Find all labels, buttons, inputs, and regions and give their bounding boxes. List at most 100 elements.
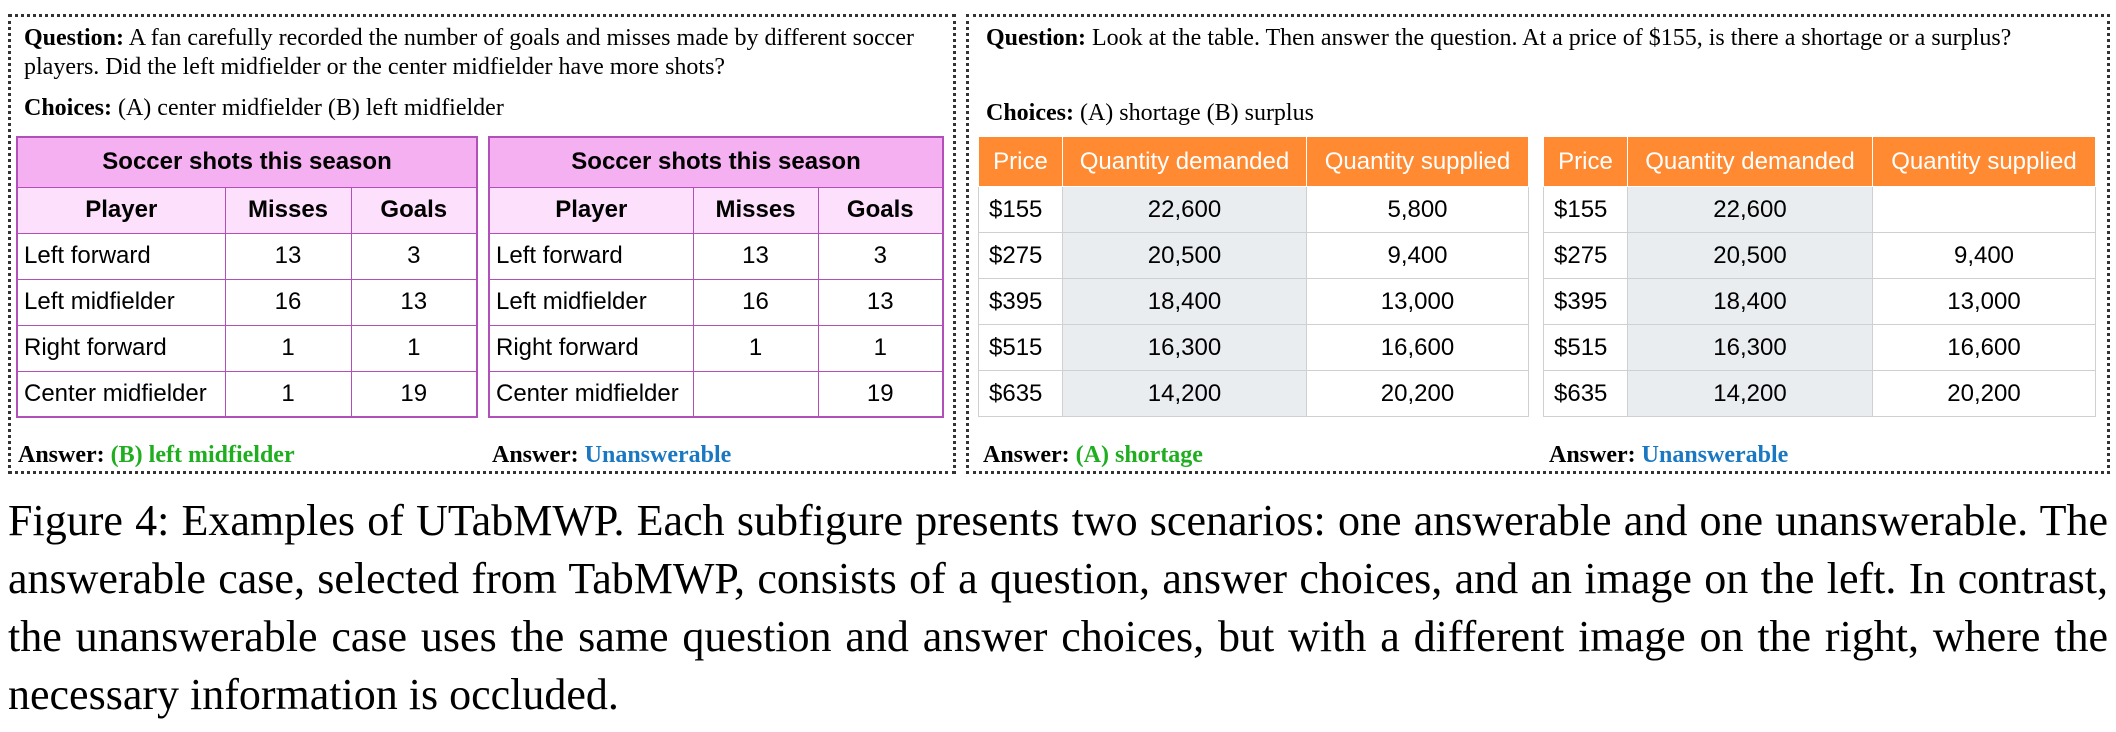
- demanded-cell: 18,400: [1062, 278, 1307, 325]
- demanded-cell: 14,200: [1627, 370, 1873, 417]
- supplied-cell: 9,400: [1872, 232, 2096, 279]
- player-cell: Right forward: [488, 324, 694, 372]
- table-row: $515 16,300 16,600: [978, 324, 1529, 371]
- col-header-price: Price: [1543, 136, 1628, 187]
- occluded-cell: [692, 370, 819, 418]
- table-row: $275 20,500 9,400: [978, 232, 1529, 279]
- demanded-cell: 20,500: [1062, 232, 1307, 279]
- col-header-misses: Misses: [692, 186, 819, 234]
- price-cell: $635: [1543, 370, 1628, 417]
- table-row: $275 20,500 9,400: [1543, 232, 2096, 279]
- left-choices: Choices: (A) center midfielder (B) left …: [24, 95, 504, 121]
- supplied-cell: 16,600: [1306, 324, 1529, 371]
- goals-cell: 19: [817, 370, 944, 418]
- right-example-panel: [966, 14, 2110, 474]
- supplied-cell: 13,000: [1306, 278, 1529, 325]
- col-header-supplied: Quantity supplied: [1306, 136, 1529, 187]
- demanded-cell: 16,300: [1062, 324, 1307, 371]
- left-example-panel: [8, 14, 956, 474]
- price-cell: $155: [978, 186, 1063, 233]
- table-row: $515 16,300 16,600: [1543, 324, 2096, 371]
- right-question: Question: Look at the table. Then answer…: [986, 25, 2012, 51]
- left-answer-answerable: Answer: (B) left midfielder: [18, 442, 295, 468]
- right-answer-unanswerable: Answer: Unanswerable: [1549, 442, 1789, 468]
- table-title: Soccer shots this season: [488, 136, 944, 188]
- left-question: Question: A fan carefully recorded the n…: [24, 25, 914, 80]
- goals-cell: 13: [350, 278, 478, 326]
- price-cell: $515: [978, 324, 1063, 371]
- supplied-cell: 16,600: [1872, 324, 2096, 371]
- table-row: Left forward 13 3: [16, 232, 478, 280]
- demanded-cell: 14,200: [1062, 370, 1307, 417]
- player-cell: Left forward: [488, 232, 694, 280]
- soccer-table-answerable: Soccer shots this season Player Misses G…: [16, 136, 479, 418]
- price-table-answerable: Price Quantity demanded Quantity supplie…: [978, 136, 1529, 417]
- demanded-cell: 20,500: [1627, 232, 1873, 279]
- demanded-cell: 22,600: [1062, 186, 1307, 233]
- misses-cell: 16: [692, 278, 819, 326]
- col-header-goals: Goals: [350, 186, 478, 234]
- table-row: Center midfielder 1 19: [16, 370, 478, 418]
- goals-cell: 13: [817, 278, 944, 326]
- table-row: Right forward 1 1: [488, 324, 944, 372]
- col-header-demanded: Quantity demanded: [1627, 136, 1873, 187]
- misses-cell: 1: [224, 324, 352, 372]
- player-cell: Left midfielder: [488, 278, 694, 326]
- price-cell: $635: [978, 370, 1063, 417]
- table-row: Left midfielder 16 13: [16, 278, 478, 326]
- table-row: Left midfielder 16 13: [488, 278, 944, 326]
- col-header-player: Player: [16, 186, 226, 234]
- demanded-cell: 18,400: [1627, 278, 1873, 325]
- table-row: $155 22,600 5,800: [978, 186, 1529, 233]
- right-choices: Choices: (A) shortage (B) surplus: [986, 100, 1314, 126]
- supplied-cell: 5,800: [1306, 186, 1529, 233]
- misses-cell: 1: [224, 370, 352, 418]
- price-cell: $515: [1543, 324, 1628, 371]
- left-answer-unanswerable: Answer: Unanswerable: [492, 442, 732, 468]
- col-header-misses: Misses: [224, 186, 352, 234]
- col-header-player: Player: [488, 186, 694, 234]
- table-title: Soccer shots this season: [16, 136, 478, 188]
- price-table-unanswerable: Price Quantity demanded Quantity supplie…: [1543, 136, 2096, 417]
- player-cell: Right forward: [16, 324, 226, 372]
- goals-cell: 3: [817, 232, 944, 280]
- player-cell: Center midfielder: [16, 370, 226, 418]
- table-row: $395 18,400 13,000: [978, 278, 1529, 325]
- goals-cell: 1: [817, 324, 944, 372]
- supplied-cell: 9,400: [1306, 232, 1529, 279]
- player-cell: Left midfielder: [16, 278, 226, 326]
- table-row: Right forward 1 1: [16, 324, 478, 372]
- right-answer-answerable: Answer: (A) shortage: [983, 442, 1203, 468]
- misses-cell: 13: [692, 232, 819, 280]
- col-header-demanded: Quantity demanded: [1062, 136, 1307, 187]
- misses-cell: 1: [692, 324, 819, 372]
- table-row: $395 18,400 13,000: [1543, 278, 2096, 325]
- goals-cell: 1: [350, 324, 478, 372]
- table-row: Center midfielder 19: [488, 370, 944, 418]
- goals-cell: 3: [350, 232, 478, 280]
- figure-caption: Figure 4: Examples of UTabMWP. Each subf…: [8, 496, 2108, 719]
- table-row: Left forward 13 3: [488, 232, 944, 280]
- col-header-supplied: Quantity supplied: [1872, 136, 2096, 187]
- col-header-goals: Goals: [817, 186, 944, 234]
- goals-cell: 19: [350, 370, 478, 418]
- player-cell: Center midfielder: [488, 370, 694, 418]
- col-header-price: Price: [978, 136, 1063, 187]
- player-cell: Left forward: [16, 232, 226, 280]
- table-row: $635 14,200 20,200: [1543, 370, 2096, 417]
- price-cell: $275: [1543, 232, 1628, 279]
- table-row: $635 14,200 20,200: [978, 370, 1529, 417]
- demanded-cell: 22,600: [1627, 186, 1873, 233]
- supplied-cell: 20,200: [1872, 370, 2096, 417]
- price-cell: $395: [978, 278, 1063, 325]
- occluded-cell: [1872, 186, 2096, 233]
- soccer-table-unanswerable: Soccer shots this season Player Misses G…: [488, 136, 945, 418]
- demanded-cell: 16,300: [1627, 324, 1873, 371]
- price-cell: $395: [1543, 278, 1628, 325]
- price-cell: $155: [1543, 186, 1628, 233]
- misses-cell: 13: [224, 232, 352, 280]
- supplied-cell: 13,000: [1872, 278, 2096, 325]
- misses-cell: 16: [224, 278, 352, 326]
- price-cell: $275: [978, 232, 1063, 279]
- supplied-cell: 20,200: [1306, 370, 1529, 417]
